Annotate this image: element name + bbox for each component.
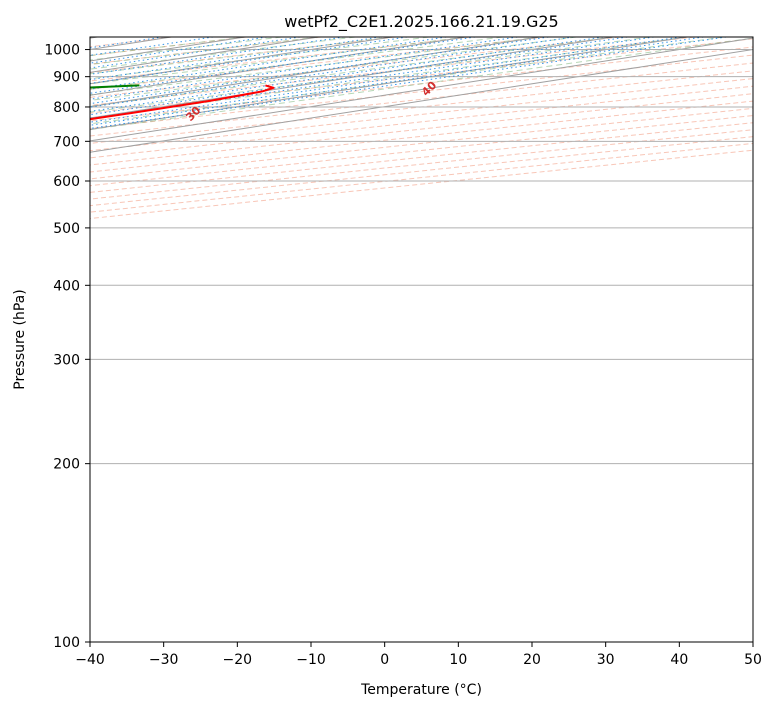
plot-frame	[89, 36, 754, 643]
dry-adiabat	[90, 37, 546, 90]
x-tick-label: 10	[449, 652, 467, 668]
x-tick-label: 40	[670, 652, 688, 668]
moist-adiabat	[90, 37, 503, 90]
x-axis-title: Temperature (°C)	[360, 682, 482, 698]
x-tick-label: 30	[597, 652, 615, 668]
mixing-ratio-line	[90, 37, 727, 129]
dry-adiabat	[90, 122, 753, 193]
y-tick-label: 900	[53, 70, 80, 86]
dry-adiabat	[90, 142, 753, 213]
y-tick-label: 100	[53, 635, 80, 651]
mixing-ratio-line	[90, 37, 476, 94]
y-tick-label: 400	[53, 278, 80, 294]
dry-adiabat	[90, 54, 753, 129]
x-tick-label: 50	[744, 652, 762, 668]
x-tick-label: 0	[380, 652, 389, 668]
mixing-ratio-line	[90, 37, 549, 105]
dry-adiabat	[90, 78, 753, 152]
isotherm	[90, 49, 753, 153]
mixing-ratio-line	[90, 37, 408, 84]
moist-adiabat	[90, 37, 577, 101]
y-tick-label: 300	[53, 352, 80, 368]
dry-adiabat	[90, 129, 753, 200]
chart-title: wetPf2_C2E1.2025.166.21.19.G25	[284, 12, 558, 32]
dry-adiabat	[90, 70, 753, 144]
x-tick-label: −40	[75, 652, 105, 668]
dry-adiabat	[90, 37, 620, 98]
y-tick-label: 500	[53, 221, 80, 237]
mixing-ratio-line	[90, 37, 447, 90]
dry-adiabat	[90, 38, 753, 114]
y-tick-label: 600	[53, 174, 80, 190]
dry-adiabat	[90, 37, 695, 106]
x-tick-label: 20	[523, 652, 541, 668]
y-tick-label: 1000	[44, 43, 80, 59]
y-tick-label: 700	[53, 134, 80, 150]
y-tick-label: 800	[53, 100, 80, 116]
moist-adiabat	[90, 37, 687, 119]
isotherm	[90, 37, 753, 142]
mixing-ratio-line	[90, 37, 518, 100]
x-tick-label: −20	[223, 652, 253, 668]
x-tick-label: −30	[149, 652, 179, 668]
y-tick-label: 200	[53, 457, 80, 473]
x-tick-label: −10	[296, 652, 326, 668]
y-axis-title: Pressure (hPa)	[12, 289, 28, 389]
